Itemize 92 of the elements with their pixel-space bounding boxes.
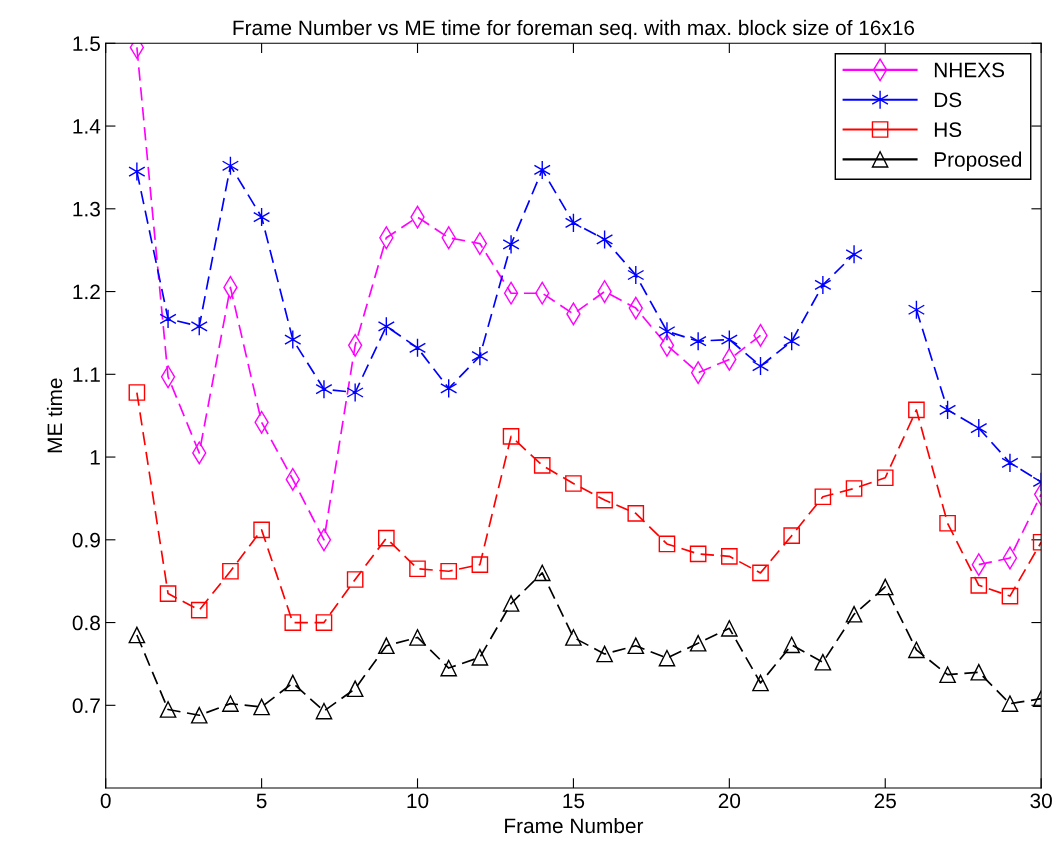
point bbox=[346, 382, 364, 403]
x-tick-label: 20 bbox=[718, 793, 741, 809]
point bbox=[939, 514, 956, 532]
point bbox=[190, 706, 208, 724]
x-axis-title: Frame Number bbox=[505, 817, 644, 834]
point bbox=[658, 649, 676, 667]
point bbox=[658, 535, 676, 553]
point bbox=[440, 562, 458, 580]
point bbox=[596, 491, 613, 509]
point bbox=[845, 480, 863, 497]
x-tick-label: 25 bbox=[874, 793, 896, 809]
point bbox=[689, 545, 707, 563]
point bbox=[876, 578, 894, 596]
point bbox=[814, 653, 832, 671]
point bbox=[471, 556, 489, 573]
point bbox=[565, 475, 582, 492]
point bbox=[440, 659, 458, 677]
point bbox=[970, 663, 988, 681]
point bbox=[565, 629, 582, 646]
point bbox=[159, 309, 177, 329]
point bbox=[908, 641, 925, 659]
point bbox=[128, 161, 146, 182]
point bbox=[128, 384, 146, 401]
y-tick-label: 1.3 bbox=[73, 201, 100, 217]
point bbox=[471, 346, 489, 366]
point bbox=[1001, 695, 1019, 712]
point bbox=[284, 614, 302, 631]
point bbox=[845, 605, 863, 623]
point bbox=[377, 529, 395, 547]
x-tick-label: 10 bbox=[407, 793, 429, 809]
legend-label: Proposed bbox=[934, 151, 1022, 171]
point bbox=[159, 701, 177, 718]
point bbox=[783, 636, 801, 654]
y-tick-label: 1 bbox=[90, 450, 100, 465]
point bbox=[939, 666, 956, 684]
point bbox=[689, 331, 707, 351]
point bbox=[627, 504, 645, 522]
y-tick-label: 0.8 bbox=[72, 615, 100, 631]
x-tick-label: 15 bbox=[563, 793, 585, 809]
y-tick-label: 0.7 bbox=[72, 698, 100, 714]
point bbox=[970, 576, 988, 594]
x-tick-label: 0 bbox=[100, 793, 111, 809]
point bbox=[627, 637, 645, 655]
point bbox=[346, 680, 364, 698]
point bbox=[190, 601, 208, 619]
chart-title: Frame Number vs ME time for foreman seq. with max. block size of 16x16 bbox=[233, 19, 915, 40]
point bbox=[409, 560, 426, 578]
point bbox=[222, 562, 239, 580]
point bbox=[533, 456, 551, 474]
point bbox=[752, 674, 769, 692]
y-tick-label: 0.9 bbox=[72, 532, 100, 548]
point bbox=[315, 614, 333, 631]
point bbox=[315, 702, 333, 720]
point bbox=[346, 571, 364, 588]
point bbox=[502, 428, 520, 445]
point bbox=[1001, 587, 1019, 605]
point bbox=[783, 527, 801, 545]
legend-label: HS bbox=[934, 122, 962, 138]
point bbox=[253, 698, 270, 716]
point bbox=[222, 695, 239, 712]
point bbox=[689, 634, 707, 652]
point bbox=[128, 626, 146, 644]
point bbox=[752, 564, 769, 582]
point bbox=[253, 521, 270, 539]
y-tick-label: 1.5 bbox=[73, 36, 100, 52]
point bbox=[845, 244, 863, 265]
point bbox=[409, 629, 426, 646]
point bbox=[596, 645, 613, 663]
point bbox=[533, 564, 551, 582]
point bbox=[720, 548, 738, 565]
point bbox=[908, 401, 925, 419]
point bbox=[1001, 453, 1019, 473]
point bbox=[159, 585, 177, 602]
point bbox=[284, 674, 302, 692]
point bbox=[876, 469, 894, 487]
y-tick-label: 1.2 bbox=[73, 284, 100, 300]
point bbox=[658, 321, 676, 341]
point bbox=[502, 234, 520, 255]
x-tick-label: 5 bbox=[256, 793, 267, 809]
y-tick-label: 1.1 bbox=[73, 367, 100, 382]
legend-label: NHEXS bbox=[934, 62, 1005, 78]
point bbox=[502, 595, 520, 612]
point bbox=[814, 488, 832, 506]
y-tick-label: 1.4 bbox=[73, 119, 101, 134]
point bbox=[377, 637, 395, 655]
y-axis-title: ME time bbox=[46, 378, 63, 453]
point bbox=[720, 620, 738, 637]
x-tick-label: 30 bbox=[1030, 793, 1052, 809]
point bbox=[814, 275, 832, 295]
point bbox=[471, 648, 489, 666]
point bbox=[315, 379, 333, 399]
legend-label: DS bbox=[934, 92, 962, 108]
